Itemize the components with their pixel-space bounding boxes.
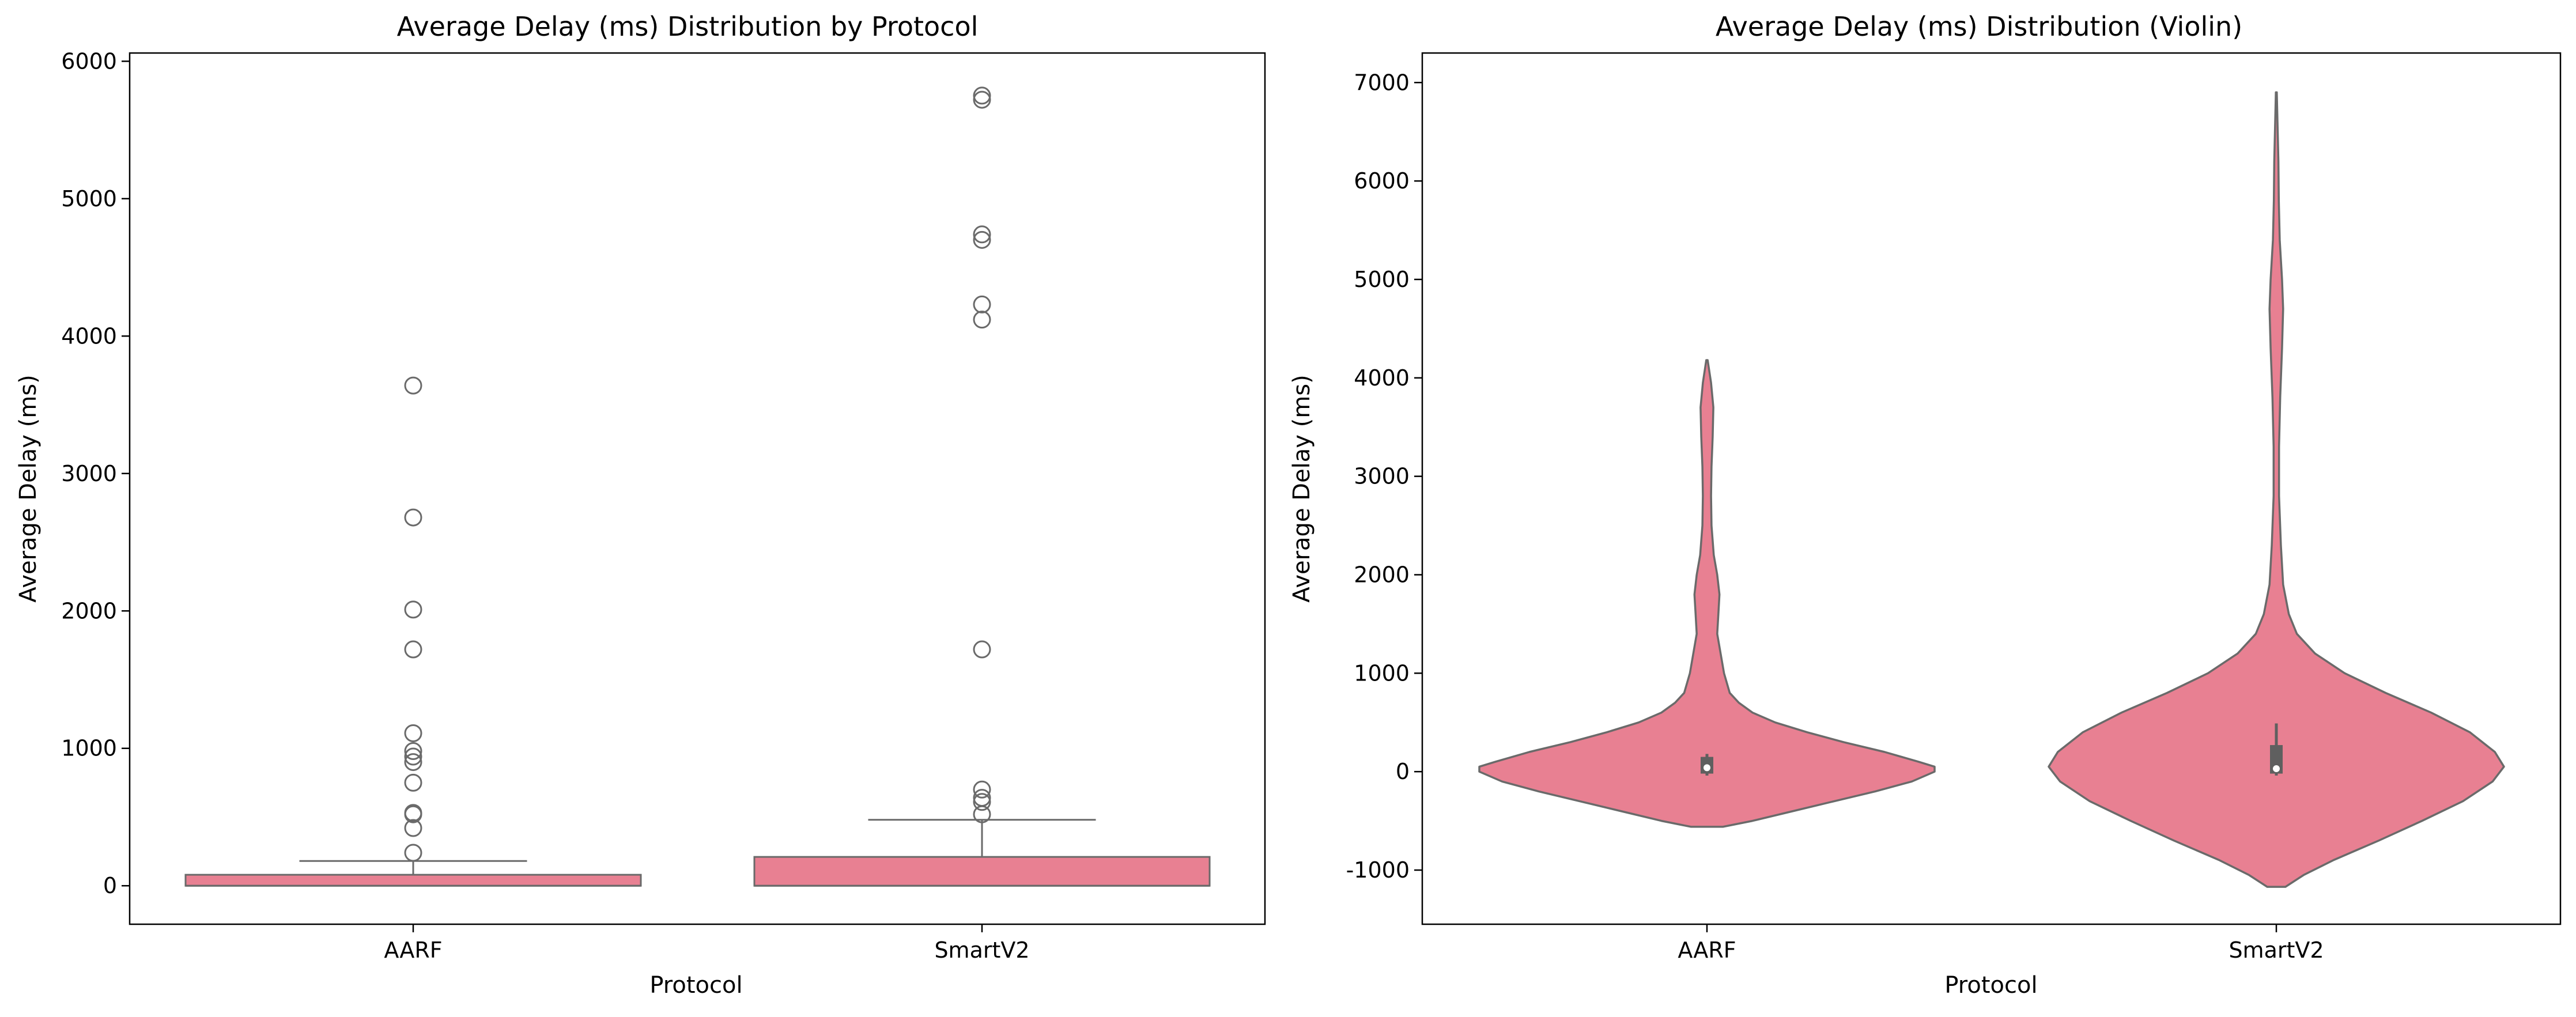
y-tick-label-1000: 1000 [61,736,117,761]
outlier-point [404,724,422,743]
outlier-point [973,780,991,799]
y-tick-label-5000: 5000 [61,186,117,211]
outlier-point [404,819,422,837]
y-tick-label-2000: 2000 [61,598,117,623]
y-tick-label-6000: 6000 [1354,168,1410,194]
violin-plot-panel: Average Delay (ms) Distribution (Violin)… [1289,11,2562,999]
outlier-point [973,225,991,244]
outlier-point [404,600,422,619]
box-plot-panel: Average Delay (ms) Distribution by Proto… [15,11,1266,999]
y-tick-label--1000: -1000 [1346,857,1410,883]
y-tick-label-7000: 7000 [1354,70,1410,95]
box-iqr [184,874,642,887]
box-aarf [184,376,642,887]
y-tick-label-0: 0 [1396,759,1410,784]
y-tick-label-3000: 3000 [1354,464,1410,489]
outlier-point [973,90,991,109]
y-tick-label-4000: 4000 [61,323,117,349]
y-tick-label-4000: 4000 [1354,365,1410,391]
outlier-point [404,773,422,792]
outlier-point [973,640,991,659]
violin-plot-y-ticks: -1000 0 1000 2000 3000 4000 5000 6000 7000 [1346,70,1422,883]
box-plot-title: Average Delay (ms) Distribution by Proto… [397,11,979,42]
outlier-point [973,789,991,807]
outlier-point [404,508,422,527]
x-tick-label-smartv2: SmartV2 [2228,937,2324,963]
y-tick-label-6000: 6000 [61,48,117,74]
y-tick-label-5000: 5000 [1354,267,1410,292]
violin-aarf [1478,359,1936,828]
outlier-point [973,311,991,329]
violin-body [1478,359,1936,828]
violin-body [2048,91,2505,888]
box-plot-y-label: Average Delay (ms) [15,375,41,602]
outlier-point [404,747,422,766]
outlier-point [404,742,422,761]
x-tick-label-aarf: AARF [384,937,442,963]
y-tick-label-2000: 2000 [1354,562,1410,587]
outlier-point [404,804,422,822]
x-tick-label-smartv2: SmartV2 [934,937,1029,963]
violin-plot-x-ticks: AARF SmartV2 [1678,924,2324,963]
outlier-point [404,844,422,862]
outlier-point [973,86,991,105]
box-plot-y-ticks: 0 1000 2000 3000 4000 5000 6000 [61,48,130,898]
x-tick-label-aarf: AARF [1678,937,1736,963]
box-plot-area [184,86,1211,887]
box-smartv2 [753,86,1211,887]
y-tick-label-1000: 1000 [1354,660,1410,686]
violin-plot-x-label: Protocol [1944,972,2037,999]
outlier-point [973,295,991,313]
outlier-point [404,640,422,659]
box-plot-x-label: Protocol [649,972,742,999]
outlier-point [973,230,991,249]
y-tick-label-3000: 3000 [61,461,117,486]
outlier-point [404,376,422,395]
outlier-point [404,753,422,772]
violin-smartv2 [2048,91,2505,888]
outlier-point [973,793,991,811]
violin-median-point [2273,765,2280,773]
violin-plot-area [1478,91,2505,888]
violin-plot-title: Average Delay (ms) Distribution (Violin) [1716,11,2242,42]
box-plot-frame [129,52,1266,925]
violin-iqr-box [2270,745,2283,774]
y-tick-label-0: 0 [103,873,117,898]
violin-median-point [1704,764,1710,772]
box-plot-x-ticks: AARF SmartV2 [384,924,1030,963]
violin-plot-frame [1421,52,2562,925]
violin-plot-y-label: Average Delay (ms) [1289,375,1315,602]
box-iqr [753,856,1211,887]
